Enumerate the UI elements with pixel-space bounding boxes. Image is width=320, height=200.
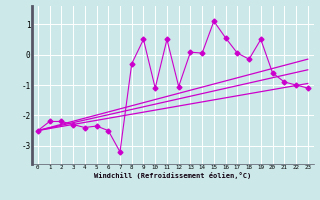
X-axis label: Windchill (Refroidissement éolien,°C): Windchill (Refroidissement éolien,°C) — [94, 172, 252, 179]
